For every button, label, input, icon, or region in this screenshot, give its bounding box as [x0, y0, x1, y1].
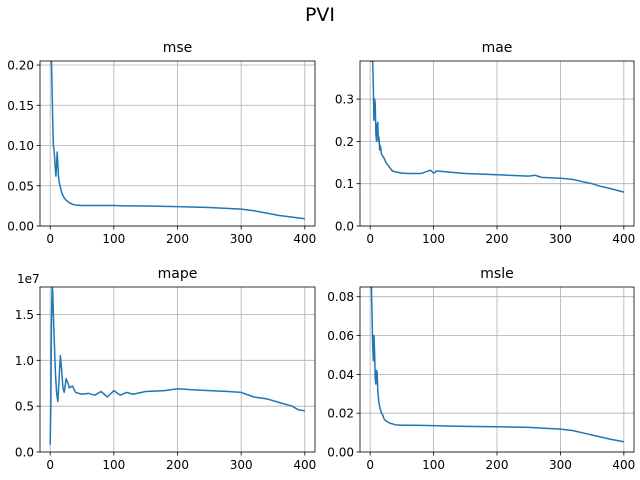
y-tick-label: 0.2: [335, 135, 354, 149]
x-tick-label: 0: [46, 232, 54, 246]
y-tick-label: 0.0: [335, 220, 354, 234]
x-tick-label: 100: [422, 458, 445, 472]
y-tick-label: 0.04: [327, 368, 354, 382]
subplot-mae: 0 100 200 300 400 0.0 0.1 0.2 0.3 mae: [335, 40, 635, 246]
y-tick-label: 0.06: [327, 329, 354, 343]
y-tick-label: 0.08: [327, 290, 354, 304]
x-tick-label: 400: [612, 232, 635, 246]
x-tick-label: 400: [612, 458, 635, 472]
subplot-msle: 0 100 200 300 400 0.00 0.02 0.04 0.06 0.08 msle: [327, 266, 635, 472]
subplot-title: msle: [480, 266, 513, 282]
y-tick-label: 0.15: [7, 99, 34, 113]
x-tick-label: 200: [486, 232, 509, 246]
y-offset-label: 1e7: [17, 272, 40, 286]
y-tick-label: 1.5: [15, 308, 34, 322]
y-tick-label: 0.02: [327, 407, 354, 421]
x-tick-label: 0: [366, 458, 374, 472]
x-tick-label: 100: [422, 232, 445, 246]
y-tick-label: 0.5: [15, 400, 34, 414]
x-tick-label: 200: [166, 232, 189, 246]
y-tick-label: 0.05: [7, 179, 34, 193]
subplot-title: mape: [158, 266, 198, 282]
y-tick-label: 0.0: [15, 446, 34, 460]
series-line: [49, 287, 305, 445]
subplot-title: mse: [163, 40, 193, 56]
series-line: [370, 287, 624, 443]
x-tick-label: 200: [486, 458, 509, 472]
subplot-mape: 0 100 200 300 400 0.0 0.5 1.0 1.5 1e7 mape: [15, 266, 316, 472]
y-tick-label: 0.00: [7, 220, 34, 234]
x-tick-label: 400: [293, 232, 316, 246]
subplot-title: mae: [482, 40, 513, 56]
series-line: [50, 61, 305, 220]
x-tick-label: 0: [366, 232, 374, 246]
x-tick-label: 100: [102, 232, 125, 246]
x-tick-label: 400: [293, 458, 316, 472]
x-tick-label: 300: [230, 232, 253, 246]
x-tick-label: 300: [549, 232, 572, 246]
x-tick-label: 200: [166, 458, 189, 472]
x-tick-label: 0: [46, 458, 54, 472]
y-tick-label: 0.20: [7, 59, 34, 73]
y-tick-label: 1.0: [15, 354, 34, 368]
y-tick-label: 0.00: [327, 446, 354, 460]
subplot-mse: 0 100 200 300 400 0.00 0.05 0.10 0.15 0.20 mse: [7, 40, 316, 246]
x-tick-label: 300: [549, 458, 572, 472]
x-tick-label: 300: [230, 458, 253, 472]
figure-suptitle: PVI: [305, 4, 335, 26]
series-line: [370, 61, 625, 193]
y-tick-label: 0.1: [335, 177, 354, 191]
y-tick-label: 0.3: [335, 93, 354, 107]
x-tick-label: 100: [102, 458, 125, 472]
y-tick-label: 0.10: [7, 139, 34, 153]
